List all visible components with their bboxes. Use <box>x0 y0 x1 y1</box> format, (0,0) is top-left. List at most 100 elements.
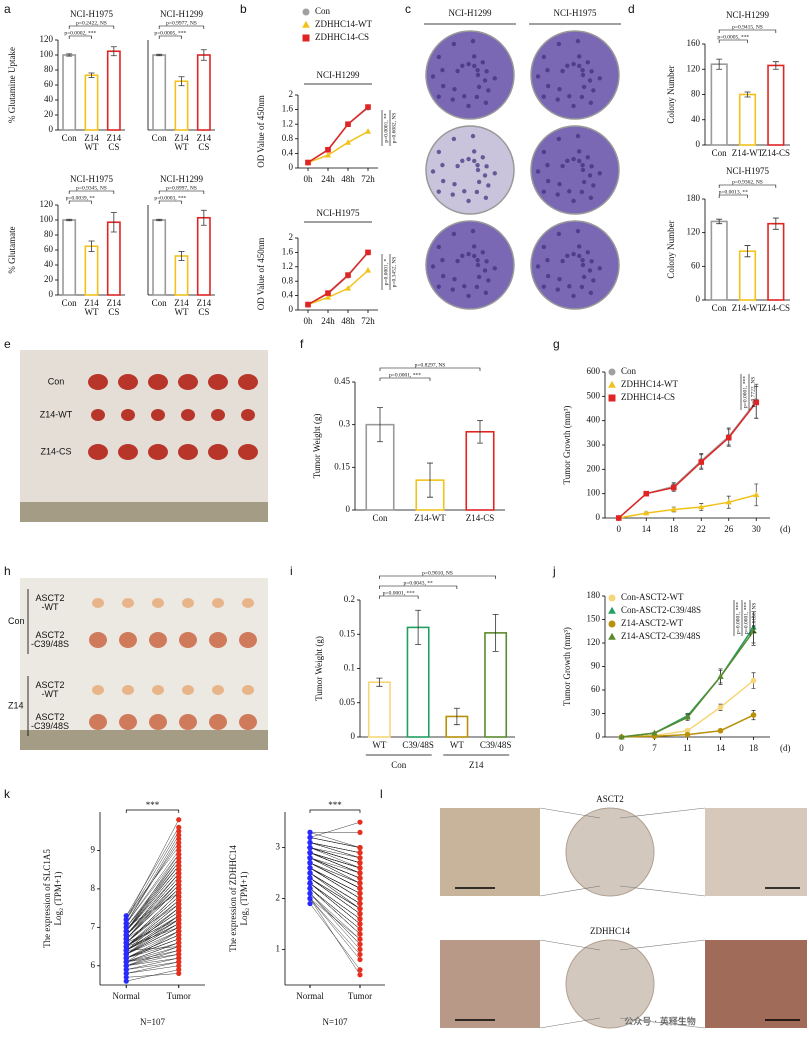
bar <box>84 245 99 296</box>
text-line: CS <box>108 142 119 152</box>
pair-link <box>309 857 361 874</box>
tumor <box>211 409 225 421</box>
x-tick-label: Normal <box>113 991 141 1001</box>
pair-link <box>309 857 361 879</box>
y-tick-label: 3 <box>276 842 281 852</box>
tumor <box>91 409 105 421</box>
y-tick-label: 60 <box>591 684 601 694</box>
point <box>357 951 363 958</box>
y-tick-label: 300 <box>587 439 601 449</box>
colony <box>476 274 482 280</box>
ihc-core <box>565 939 655 1029</box>
point <box>176 928 182 934</box>
pair-link <box>126 892 179 943</box>
significance-bracket <box>718 184 777 188</box>
x-tick-label: Con <box>152 133 168 143</box>
point <box>123 974 129 980</box>
y-tick-label: 400 <box>587 415 601 425</box>
text-line: Z14 <box>197 298 212 308</box>
colony <box>466 103 471 109</box>
text-line: Z14-WT <box>414 513 446 523</box>
colony <box>545 83 551 89</box>
pair-link <box>126 957 179 967</box>
x-axis-title: N=107 <box>322 1017 348 1027</box>
y-tick-label: 0.1 <box>344 663 355 673</box>
colony <box>571 61 576 67</box>
chart-title: NCI-H1299 <box>160 174 203 184</box>
row-label: Con <box>48 376 65 386</box>
point <box>123 951 129 957</box>
y-tick-label: 80 <box>44 64 54 74</box>
point <box>176 924 182 930</box>
y-tick-label: 80 <box>691 89 701 99</box>
colony <box>484 259 489 264</box>
y-tick-label: 60 <box>44 244 54 254</box>
colony <box>571 156 576 162</box>
y-tick-label: 1.2 <box>282 261 293 271</box>
colony <box>535 264 541 269</box>
text-line: Z14-WT <box>732 303 764 313</box>
pair-link <box>126 877 179 936</box>
text-line: Con <box>62 298 78 308</box>
y-tick-label: 0.8 <box>282 275 294 285</box>
colony <box>577 158 582 164</box>
colony-plate <box>425 30 515 120</box>
point <box>176 959 182 965</box>
point <box>176 886 182 892</box>
point <box>176 832 182 838</box>
significance-label: p=0.0001, *** <box>735 602 741 634</box>
text-line: Z14-CS <box>762 303 791 313</box>
legend-marker <box>608 632 616 640</box>
y-tick-label: 100 <box>587 488 601 498</box>
pair-link <box>309 847 361 859</box>
point <box>307 850 313 856</box>
tumor <box>121 409 135 421</box>
y-axis-title: The expression of ZDHHC14 <box>228 845 238 952</box>
bar <box>710 63 728 146</box>
tumor <box>178 444 198 460</box>
tumor <box>89 714 107 730</box>
point <box>176 947 182 954</box>
text-line: Con <box>152 133 168 143</box>
tumor <box>122 685 134 695</box>
point <box>176 963 182 969</box>
y-axis-title: OD Value of 450nm <box>256 238 266 311</box>
y-tick-label: 180 <box>587 590 601 600</box>
y-tick-label: 0 <box>696 139 701 149</box>
colony <box>545 178 551 184</box>
colony <box>436 244 442 250</box>
colony <box>579 94 585 100</box>
point <box>176 970 182 977</box>
pair-link <box>126 946 179 966</box>
colony <box>483 100 489 105</box>
y-tick-label: 0.15 <box>339 628 355 638</box>
point <box>307 875 313 881</box>
y-axis-title: Tumor Weight (g) <box>312 414 322 479</box>
group-label: Con <box>391 760 407 770</box>
colony <box>474 284 480 290</box>
point <box>176 840 182 846</box>
tumor <box>242 685 254 695</box>
pair-link <box>309 898 361 960</box>
point <box>176 901 182 907</box>
colony <box>470 38 476 44</box>
significance-bracket <box>379 585 458 589</box>
point <box>357 956 363 963</box>
colony <box>430 169 436 174</box>
x-tick-label: Con <box>372 513 388 523</box>
point <box>750 712 757 718</box>
point <box>357 895 363 902</box>
legend-label: Con <box>621 366 637 376</box>
point <box>651 729 658 736</box>
point <box>307 890 313 897</box>
colony <box>589 259 594 264</box>
series-line <box>621 630 755 738</box>
significance-bracket <box>379 377 431 381</box>
bar <box>62 54 77 131</box>
colony <box>580 162 585 168</box>
pair-link <box>309 893 361 945</box>
error-bar <box>716 58 723 70</box>
x-tick-label: 30 <box>752 524 762 534</box>
legend-label: Z14-ASCT2-C39/48S <box>621 631 701 641</box>
colony-plate <box>530 125 620 215</box>
